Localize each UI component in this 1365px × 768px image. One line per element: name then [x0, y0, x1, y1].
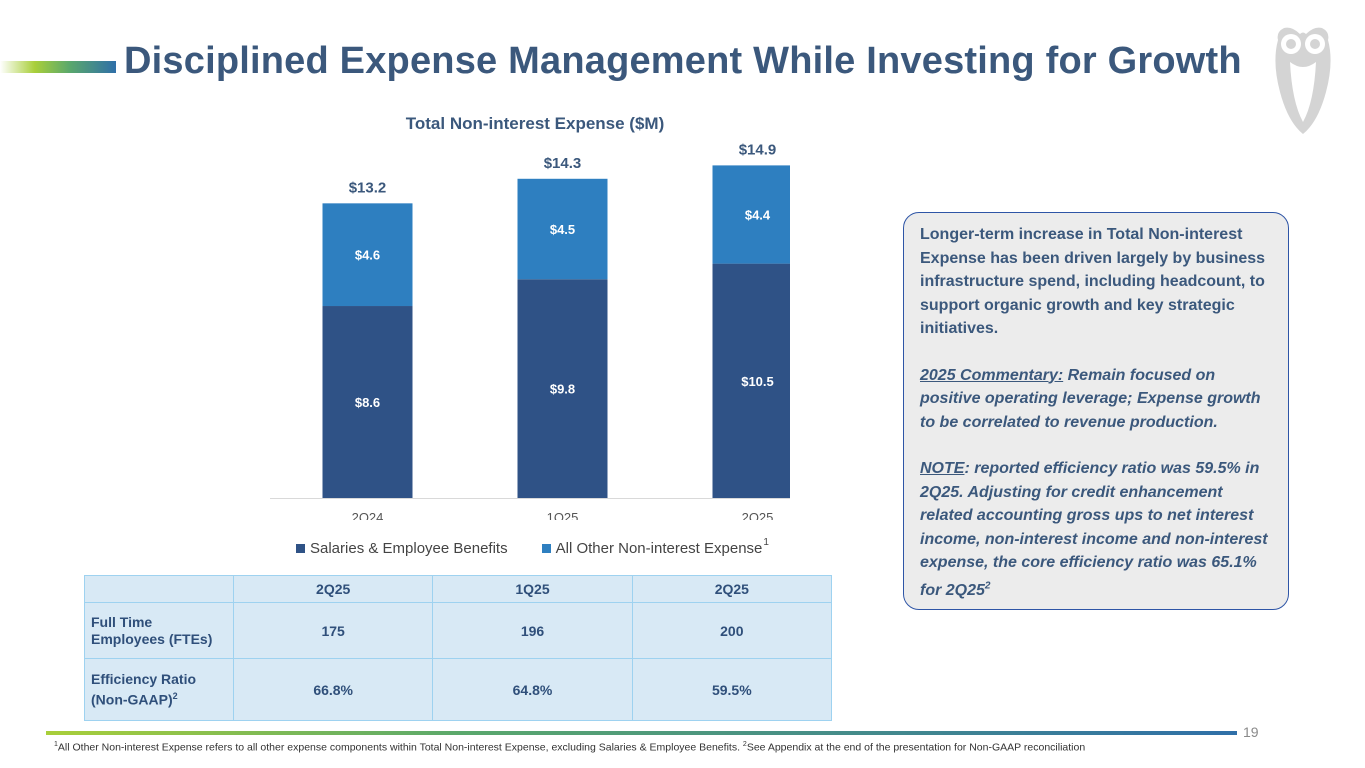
chart-title: Total Non-interest Expense ($M)	[405, 114, 665, 133]
table-cell: 64.8%	[432, 658, 633, 721]
legend-label-salaries: Salaries & Employee Benefits	[310, 540, 508, 557]
bar-salaries-2Q24	[322, 306, 413, 498]
legend-swatch-other	[541, 544, 551, 553]
table-header-cell	[84, 575, 234, 603]
footnote-marker-2: 2	[742, 741, 747, 748]
table-header-cell: 1Q25	[432, 575, 633, 603]
footer-accent-line	[46, 731, 1237, 735]
bar-value-label: $4.4	[745, 208, 771, 223]
note-text: : reported efficiency ratio was 59.5% in…	[920, 460, 1268, 599]
title-accent-bar	[0, 61, 116, 73]
bar-value-label: $8.6	[355, 395, 380, 410]
footnote-text-1: All Other Non-interest Expense refers to…	[57, 741, 743, 754]
table-cell: 175	[232, 601, 434, 660]
owl-logo-icon	[1275, 27, 1331, 135]
table-cell: 59.5%	[631, 658, 833, 721]
bar-total-label: $14.3	[544, 155, 582, 172]
row-label-efficiency: Efficiency Ratio (Non-GAAP)2	[84, 658, 234, 721]
legend-swatch-salaries	[296, 544, 305, 553]
table-cell: 66.8%	[232, 658, 434, 721]
bar-value-label: $10.5	[741, 374, 774, 389]
bar-value-label: $9.8	[550, 382, 575, 397]
bar-total-label: $14.9	[739, 141, 777, 158]
commentary-callout: Longer-term increase in Total Non-intere…	[903, 212, 1289, 610]
row-label-footnote-marker: 2	[172, 690, 178, 701]
bar-other-2Q25	[712, 165, 790, 264]
page-title: Disciplined Expense Management While Inv…	[124, 40, 1242, 82]
note-label: NOTE	[920, 460, 965, 477]
stats-table: 2Q25 1Q25 2Q25 Full Time Employees (FTEs…	[84, 575, 833, 721]
x-tick-label: 1Q25	[547, 510, 579, 520]
table-row: Full Time Employees (FTEs) 175 196 200	[84, 601, 833, 660]
x-tick-label: 2Q24	[352, 510, 384, 520]
chart-legend: Salaries & Employee Benefits All Other N…	[296, 537, 803, 557]
bar-total-label: $13.2	[349, 179, 387, 196]
row-label-ftes: Full Time Employees (FTEs)	[84, 601, 234, 660]
page-number: 19	[1243, 724, 1259, 740]
row-label-efficiency-text: Efficiency Ratio (Non-GAAP)	[91, 670, 197, 708]
commentary-label: 2025 Commentary:	[920, 366, 1064, 384]
table-row: Efficiency Ratio (Non-GAAP)2 66.8% 64.8%…	[84, 658, 833, 721]
legend-item-salaries: Salaries & Employee Benefits	[296, 540, 508, 557]
bar-salaries-1Q25	[517, 279, 608, 498]
x-tick-label: 2Q25	[742, 510, 774, 520]
callout-commentary: 2025 Commentary: Remain focused on posit…	[920, 364, 1278, 435]
table-header-cell: 2Q25	[631, 575, 833, 603]
footnote: 1All Other Non-interest Expense refers t…	[54, 741, 1085, 754]
callout-note: NOTE: reported efficiency ratio was 59.5…	[920, 457, 1278, 602]
bar-salaries-2Q25	[712, 263, 790, 498]
table-cell: 200	[631, 601, 833, 660]
legend-label-other: All Other Non-interest Expense	[555, 540, 763, 557]
bar-other-1Q25	[517, 178, 608, 280]
footnote-marker-1: 1	[54, 741, 58, 748]
bar-value-label: $4.5	[550, 222, 575, 237]
table-header-cell: 2Q25	[232, 575, 434, 603]
bar-value-label: $4.6	[355, 248, 380, 263]
legend-item-other: All Other Non-interest Expense 1	[541, 537, 769, 557]
commentary-text: Remain focused on positive operating lev…	[920, 366, 1261, 431]
expense-chart: $8.6 $4.6 $13.2 2Q24 $9.8 $4.5 $14.3 1Q25 $10.5 $…	[270, 141, 790, 520]
table-cell: 196	[432, 601, 633, 660]
footnote-text-2: See Appendix at the end of the presentat…	[746, 741, 1086, 754]
callout-intro: Longer-term increase in Total Non-intere…	[920, 226, 1266, 337]
table-header-row: 2Q25 1Q25 2Q25	[84, 575, 833, 603]
legend-footnote-marker: 1	[763, 537, 769, 548]
bar-other-2Q24	[322, 203, 413, 307]
note-footnote-marker: 2	[984, 580, 991, 592]
